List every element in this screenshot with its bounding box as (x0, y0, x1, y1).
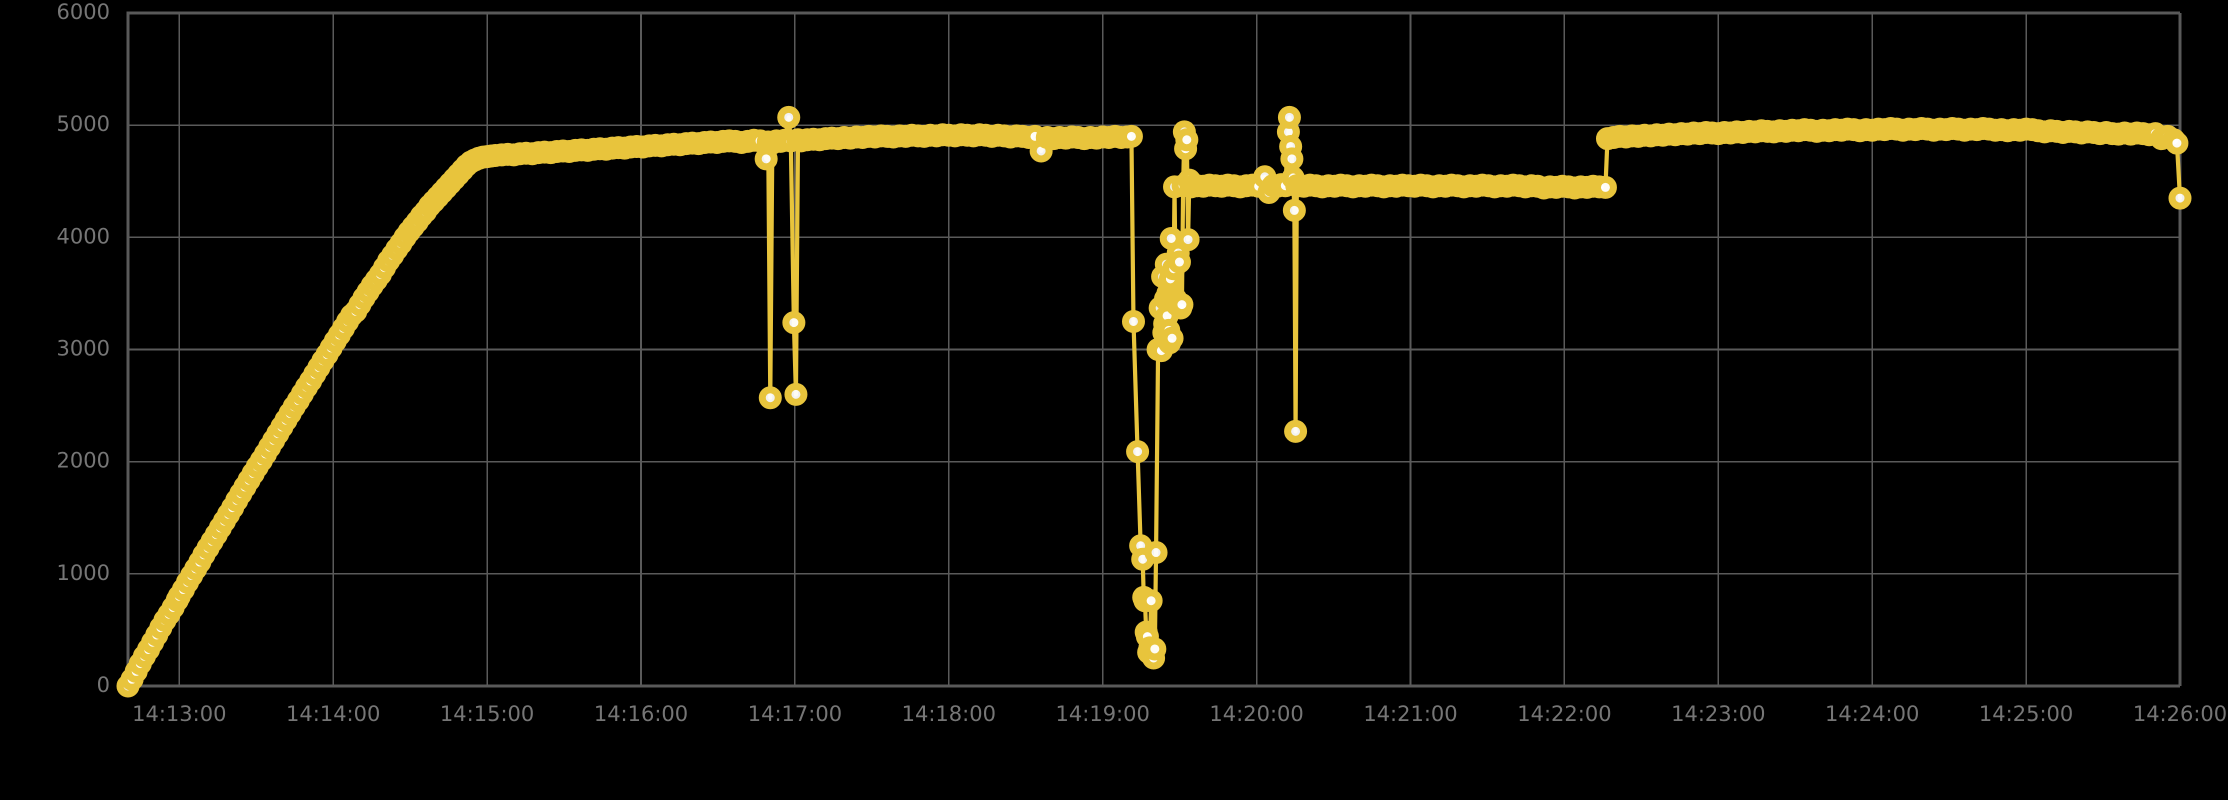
data-point-marker (1176, 228, 1200, 252)
data-point-marker (777, 105, 801, 129)
x-axis-tick-label: 14:17:00 (748, 702, 842, 726)
data-point-marker (1121, 309, 1145, 333)
data-point-marker (1280, 147, 1304, 171)
y-axis-tick-labels: 0 1000 2000 3000 4000 5000 6000 (57, 0, 110, 697)
data-point-marker (1284, 419, 1308, 443)
data-point-marker (1144, 541, 1168, 565)
x-axis-tick-label: 14:25:00 (1979, 702, 2073, 726)
series-markers (116, 105, 2192, 698)
data-point-marker (2165, 131, 2189, 155)
data-point-marker (758, 386, 782, 410)
y-axis-tick-label: 3000 (57, 337, 110, 361)
x-axis-tick-label: 14:21:00 (1363, 702, 1457, 726)
y-axis-tick-label: 6000 (57, 0, 110, 24)
x-axis-tick-label: 14:15:00 (440, 702, 534, 726)
data-point-marker (1126, 440, 1150, 464)
x-axis-tick-label: 14:23:00 (1671, 702, 1765, 726)
series-layer (116, 105, 2192, 698)
x-axis-tick-label: 14:16:00 (594, 702, 688, 726)
plot-border (126, 11, 2182, 688)
x-axis-tick-label: 14:13:00 (132, 702, 226, 726)
x-axis-tick-label: 14:26:00 (2133, 702, 2227, 726)
data-point-marker (1175, 128, 1199, 152)
x-axis-tick-label: 14:22:00 (1517, 702, 1611, 726)
data-point-marker (1170, 293, 1194, 317)
x-axis-tick-label: 14:19:00 (1056, 702, 1150, 726)
data-point-marker (1277, 105, 1301, 129)
y-axis-tick-label: 1000 (57, 561, 110, 585)
plot-frame (126, 11, 2182, 688)
y-axis-tick-label: 4000 (57, 224, 110, 248)
x-axis-tick-label: 14:14:00 (286, 702, 380, 726)
data-point-marker (1282, 198, 1306, 222)
data-point-marker (1593, 175, 1617, 199)
x-axis-tick-label: 14:18:00 (902, 702, 996, 726)
data-point-marker (1143, 637, 1167, 661)
data-point-marker (1167, 250, 1191, 274)
x-axis-tick-label: 14:20:00 (1209, 702, 1303, 726)
data-point-marker (1119, 124, 1143, 148)
y-axis-tick-label: 0 (97, 673, 110, 697)
y-axis-tick-label: 5000 (57, 112, 110, 136)
data-point-marker (1160, 326, 1184, 350)
x-axis-tick-label: 14:24:00 (1825, 702, 1919, 726)
data-point-marker (2168, 186, 2192, 210)
data-point-marker (782, 311, 806, 335)
x-axis-tick-labels: 14:13:00 14:14:00 14:15:00 14:16:00 14:17:00… (132, 702, 2227, 726)
y-axis-tick-label: 2000 (57, 449, 110, 473)
data-series (116, 105, 2192, 698)
data-point-marker (784, 382, 808, 406)
data-point-marker (1139, 589, 1163, 613)
